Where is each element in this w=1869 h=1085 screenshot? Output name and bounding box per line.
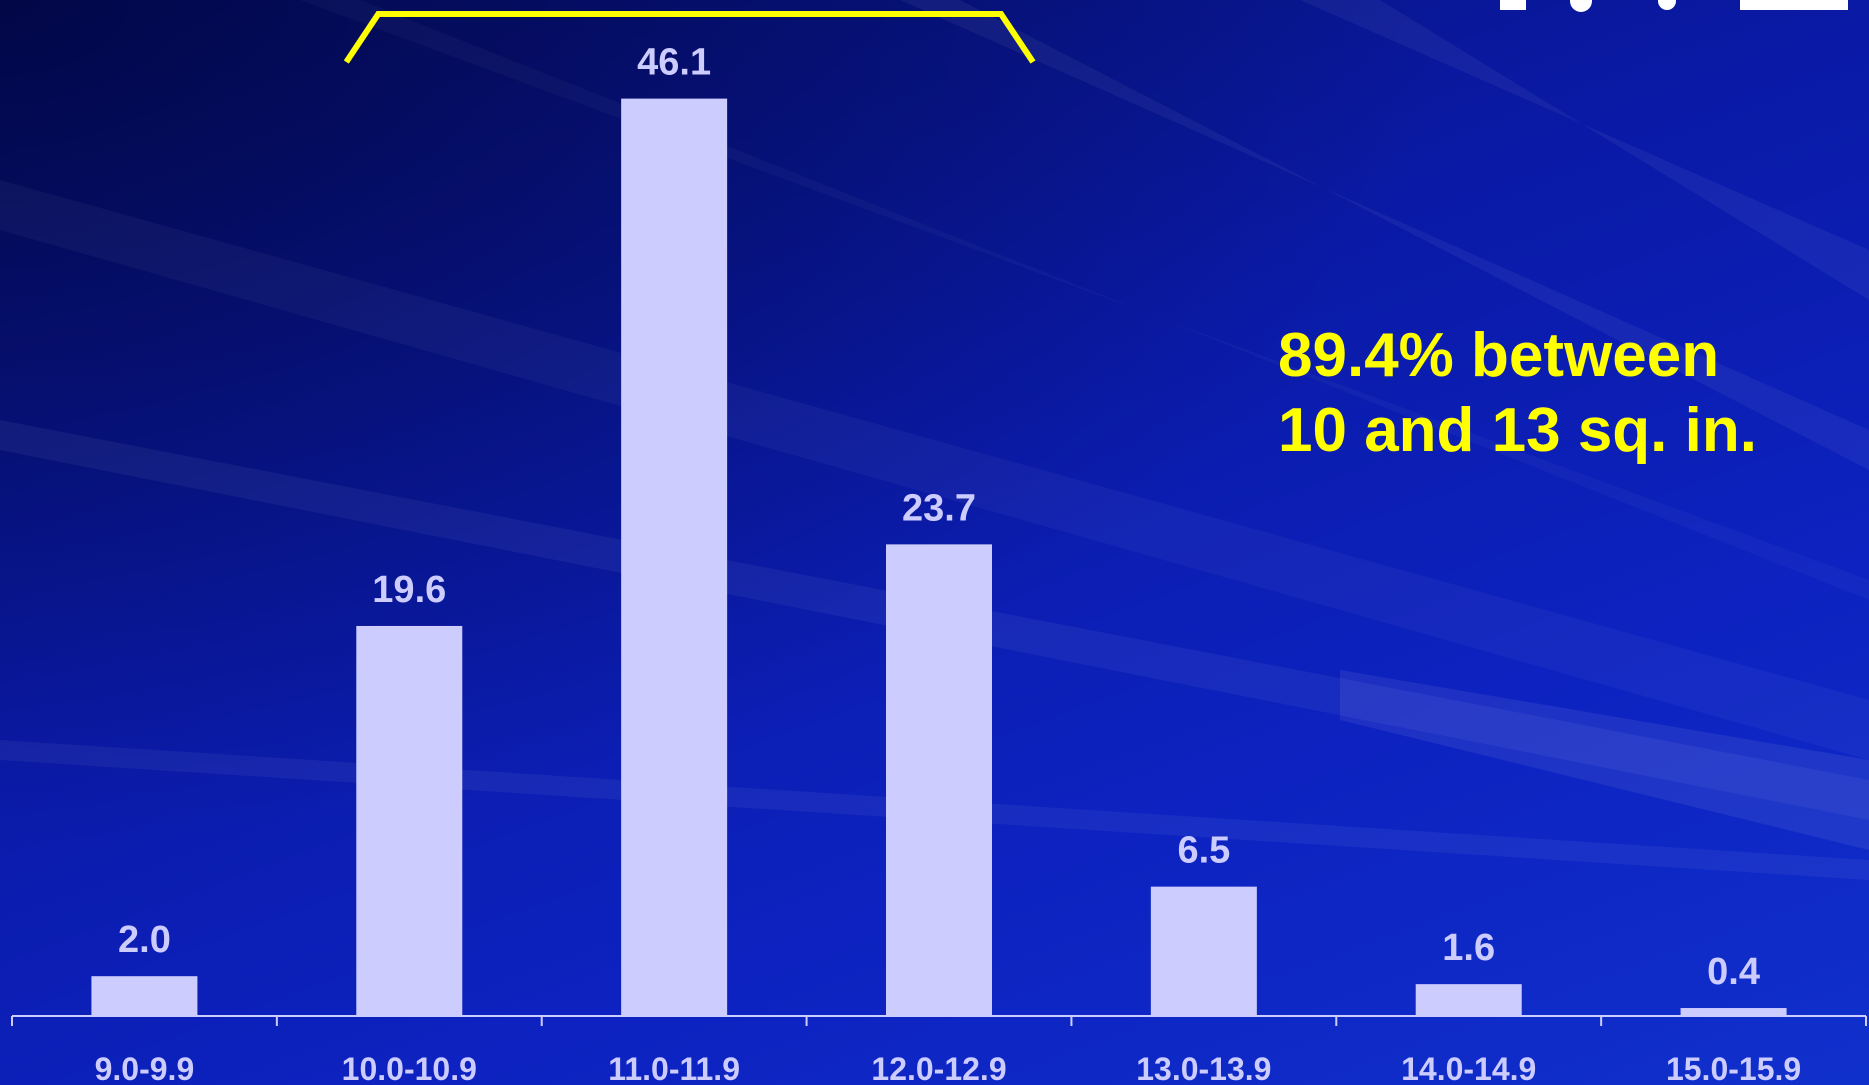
value-label-10.0-10.9: 19.6 <box>372 569 446 611</box>
x-tick-label-13.0-13.9: 13.0-13.9 <box>1136 1051 1271 1085</box>
value-label-9.0-9.9: 2.0 <box>118 919 171 961</box>
x-axis <box>11 1015 1867 1026</box>
bar-15.0-15.9 <box>1680 1008 1787 1016</box>
x-tick-labels: 9.0-9.9 10.0-10.9 11.0-11.9 12.0-12.9 13.0-1… <box>95 1051 1802 1085</box>
decorative-shape-3 <box>1658 0 1676 10</box>
x-tick-label-15.0-15.9: 15.0-15.9 <box>1666 1051 1801 1085</box>
value-label-13.0-13.9: 6.5 <box>1177 830 1230 872</box>
value-label-11.0-11.9: 46.1 <box>637 42 711 84</box>
decorative-shape-2 <box>1570 0 1592 12</box>
bar-13.0-13.9 <box>1150 886 1257 1016</box>
bar-14.0-14.9 <box>1415 984 1522 1016</box>
annotation-text: 89.4% between 10 and 13 sq. in. <box>1278 318 1757 468</box>
bar-9.0-9.9 <box>91 976 198 1016</box>
value-label-12.0-12.9: 23.7 <box>902 487 976 529</box>
bars <box>91 98 1787 1017</box>
value-labels: 2.0 19.6 46.1 23.7 6.5 1.6 0.4 <box>118 42 1760 993</box>
bar-10.0-10.9 <box>356 625 463 1016</box>
x-tick-label-9.0-9.9: 9.0-9.9 <box>95 1051 195 1085</box>
annotation-line-1: 89.4% between <box>1278 321 1720 390</box>
x-tick-label-12.0-12.9: 12.0-12.9 <box>871 1051 1006 1085</box>
x-tick-label-11.0-11.9: 11.0-11.9 <box>608 1051 740 1085</box>
value-label-14.0-14.9: 1.6 <box>1442 927 1495 969</box>
bracket <box>343 11 1036 64</box>
bar-11.0-11.9 <box>621 98 728 1017</box>
x-tick-label-14.0-14.9: 14.0-14.9 <box>1401 1051 1536 1085</box>
highlight-bracket <box>343 11 1036 64</box>
x-tick-label-10.0-10.9: 10.0-10.9 <box>342 1051 477 1085</box>
decorative-shape-1 <box>1500 0 1526 10</box>
decorative-shape-4 <box>1740 0 1848 10</box>
value-label-15.0-15.9: 0.4 <box>1707 951 1760 993</box>
annotation-line-2: 10 and 13 sq. in. <box>1278 396 1757 465</box>
bar-12.0-12.9 <box>886 544 992 1016</box>
